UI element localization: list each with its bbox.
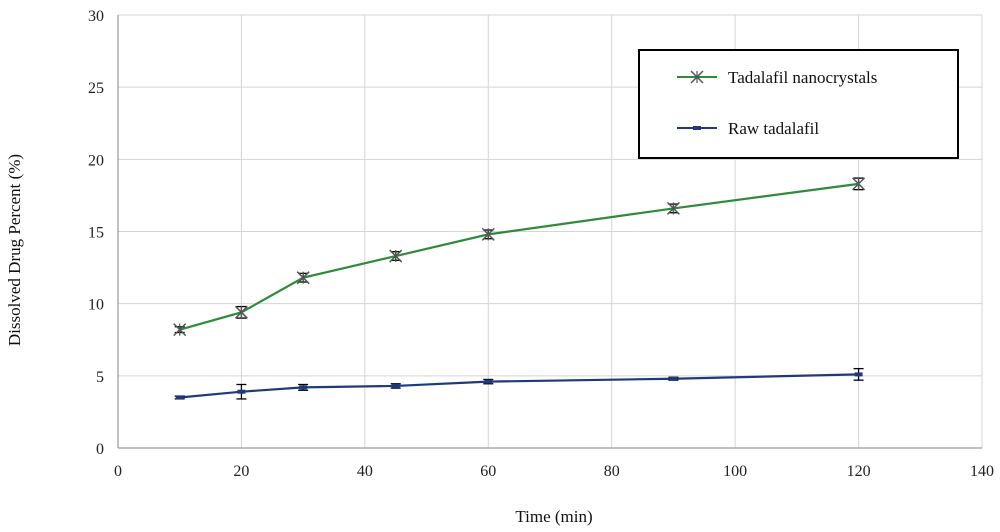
series-0: [173, 177, 866, 337]
y-tick-label: 25: [88, 80, 104, 97]
data-point: [296, 271, 310, 285]
tick-labels: 0 20 40 60 80 100 120 140 0 5 10 15 20 25 30: [88, 8, 994, 480]
x-tick-label: 60: [480, 463, 496, 480]
data-point: [299, 385, 308, 390]
legend-label-nanocrystals: Tadalafil nanocrystals: [728, 68, 877, 87]
x-tick-label: 20: [233, 463, 249, 480]
y-tick-label: 0: [96, 441, 104, 458]
y-tick-label: 20: [88, 152, 104, 169]
series-group: [173, 177, 866, 400]
x-axis-title: Time (min): [515, 507, 592, 526]
legend-label-raw: Raw tadalafil: [728, 119, 819, 138]
x-tick-label: 140: [970, 463, 994, 480]
x-tick-label: 0: [114, 463, 122, 480]
x-tick-label: 120: [847, 463, 871, 480]
data-point: [484, 379, 493, 384]
data-point: [391, 383, 400, 388]
y-tick-label: 5: [96, 369, 104, 386]
y-tick-label: 10: [88, 297, 104, 314]
axes: [117, 15, 982, 449]
y-axis-title: Dissolved Drug Percent (%): [5, 154, 24, 346]
series-line: [179, 182, 859, 331]
data-point: [234, 305, 248, 319]
legend: Tadalafil nanocrystals Raw tadalafil: [638, 49, 959, 159]
legend-dash: [693, 126, 701, 130]
legend-box: [638, 49, 959, 159]
data-point: [237, 389, 246, 394]
data-point: [389, 249, 403, 263]
y-tick-label: 30: [88, 8, 104, 25]
legend-marker-nanocrystals: [690, 70, 704, 84]
data-point: [852, 177, 866, 191]
x-tick-label: 80: [604, 463, 620, 480]
legend-star: [690, 70, 704, 84]
data-point: [173, 323, 187, 337]
x-tick-label: 100: [723, 463, 747, 480]
data-point: [175, 395, 184, 400]
data-point: [666, 201, 680, 215]
series-line: [179, 373, 859, 399]
data-point: [481, 227, 495, 241]
series-1: [174, 367, 864, 400]
legend-marker-raw: [693, 126, 701, 130]
y-tick-label: 15: [88, 225, 104, 242]
x-tick-label: 40: [357, 463, 373, 480]
data-point: [669, 376, 678, 381]
data-point: [854, 372, 863, 377]
